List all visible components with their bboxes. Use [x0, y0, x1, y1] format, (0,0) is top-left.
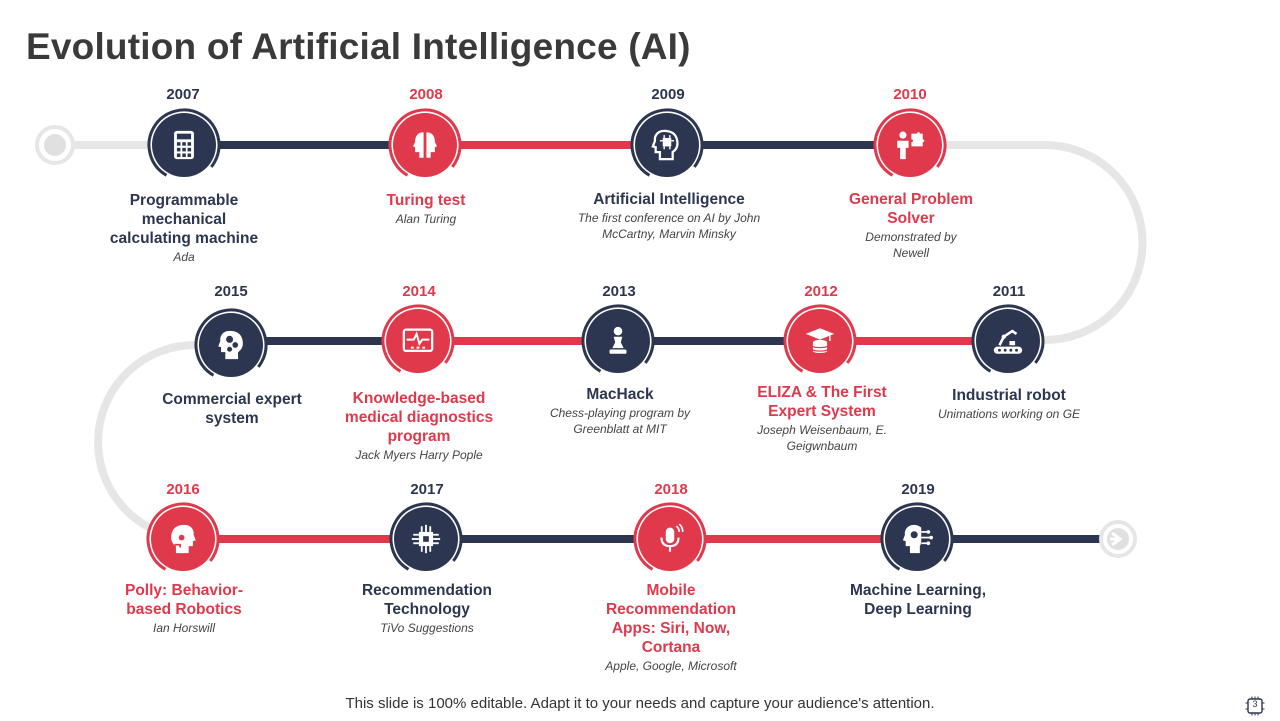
year-label: 2009: [651, 86, 685, 103]
milestone-subtitle: Ada: [173, 250, 195, 264]
milestone-title: Turing test: [386, 192, 466, 209]
milestone-node-2008: [388, 108, 462, 182]
milestone-label-2009: Artificial Intelligence The first confer…: [574, 190, 764, 242]
milestone-title: Programmable mechanical calculating mach…: [109, 192, 259, 247]
page-number: 3: [1252, 699, 1258, 709]
milestone-title: ELIZA & The First Expert System: [757, 384, 887, 420]
person-puzzle-icon: [878, 113, 942, 177]
calculator-icon: [152, 113, 216, 177]
year-label: 2008: [409, 86, 443, 103]
milestone-node-2009: [630, 108, 704, 182]
milestone-label-2016: Polly: Behavior-based Robotics Ian Horsw…: [89, 581, 279, 636]
milestone-label-2014: Knowledge-based medical diagnostics prog…: [324, 389, 514, 463]
milestone-node-2011: [971, 304, 1045, 378]
robot-arm-icon: [976, 309, 1040, 373]
milestone-subtitle: Alan Turing: [395, 212, 457, 226]
milestone-label-2013: MacHack Chess-playing program by Greenbl…: [525, 385, 715, 437]
milestone-node-2012: [783, 304, 857, 378]
milestone-node-2014: [381, 304, 455, 378]
milestone-title: Polly: Behavior-based Robotics: [125, 582, 243, 618]
milestone-label-2019: Machine Learning, Deep Learning: [823, 581, 1013, 619]
year-label: 2015: [214, 283, 248, 300]
milestone-title: Machine Learning, Deep Learning: [849, 582, 987, 618]
year-label: 2012: [804, 283, 838, 300]
monitor-pulse-icon: [386, 309, 450, 373]
milestone-node-2007: [147, 108, 221, 182]
milestone-node-2013: [581, 304, 655, 378]
year-label: 2007: [166, 86, 200, 103]
year-label: 2014: [402, 283, 436, 300]
robot-head-icon: [151, 507, 215, 571]
end-arrow-icon: [1099, 520, 1137, 558]
year-label: 2010: [893, 86, 927, 103]
milestone-title: Commercial expert system: [162, 391, 302, 427]
milestone-subtitle: Unimations working on GE: [937, 407, 1081, 421]
milestone-label-2012: ELIZA & The First Expert System Joseph W…: [727, 383, 917, 454]
start-marker: [35, 125, 75, 165]
milestone-title: General Problem Solver: [848, 191, 974, 227]
milestone-subtitle: TiVo Suggestions: [380, 621, 474, 635]
milestone-title: Industrial robot: [952, 387, 1066, 404]
head-circuit-icon: [885, 507, 949, 571]
two-faces-icon: [393, 113, 457, 177]
footer-note: This slide is 100% editable. Adapt it to…: [345, 695, 935, 712]
milestone-title: Knowledge-based medical diagnostics prog…: [344, 390, 494, 445]
milestone-title: Recommendation Technology: [361, 582, 493, 618]
milestone-title: Artificial Intelligence: [593, 191, 745, 208]
milestone-node-2019: [880, 502, 954, 576]
year-label: 2018: [654, 481, 688, 498]
milestone-label-2007: Programmable mechanical calculating mach…: [89, 191, 279, 265]
year-label: 2016: [166, 481, 200, 498]
page-title: Evolution of Artificial Intelligence (AI…: [26, 26, 691, 67]
chess-piece-icon: [586, 309, 650, 373]
head-gears-icon: [199, 313, 263, 377]
milestone-title: MacHack: [586, 386, 654, 403]
milestone-subtitle: Ian Horswill: [152, 621, 215, 635]
milestone-node-2015: [194, 308, 268, 382]
milestone-subtitle: Joseph Weisenbaum, E. Geigwnbaum: [757, 423, 887, 453]
ai-head-icon: [635, 113, 699, 177]
year-label: 2011: [992, 283, 1026, 300]
graduate-database-icon: [788, 309, 852, 373]
milestone-label-2015: Commercial expert system: [137, 390, 327, 428]
chip-icon: [394, 507, 458, 571]
milestone-title: Mobile Recommendation Apps: Siri, Now, C…: [605, 582, 737, 656]
milestone-label-2018: Mobile Recommendation Apps: Siri, Now, C…: [576, 581, 766, 674]
microphone-icon: [638, 507, 702, 571]
milestone-node-2010: [873, 108, 947, 182]
year-label: 2017: [410, 481, 444, 498]
page-number-badge: 3: [1245, 696, 1265, 716]
milestone-subtitle: Chess-playing program by Greenblatt at M…: [549, 406, 691, 436]
milestone-node-2016: [146, 502, 220, 576]
milestone-label-2010: General Problem Solver Demonstrated by N…: [816, 190, 1006, 261]
milestone-label-2008: Turing test Alan Turing: [331, 191, 521, 227]
chip-page-icon: [1245, 696, 1265, 716]
milestone-subtitle: Apple, Google, Microsoft: [605, 659, 737, 673]
milestone-label-2017: Recommendation Technology TiVo Suggestio…: [332, 581, 522, 636]
milestone-subtitle: The first conference on AI by John McCar…: [577, 211, 761, 241]
milestone-node-2018: [633, 502, 707, 576]
year-label: 2013: [602, 283, 636, 300]
milestone-label-2011: Industrial robot Unimations working on G…: [914, 386, 1104, 422]
milestone-subtitle: Demonstrated by Newell: [865, 230, 957, 260]
year-label: 2019: [901, 481, 935, 498]
milestone-subtitle: Jack Myers Harry Pople: [355, 448, 483, 462]
milestone-node-2017: [389, 502, 463, 576]
